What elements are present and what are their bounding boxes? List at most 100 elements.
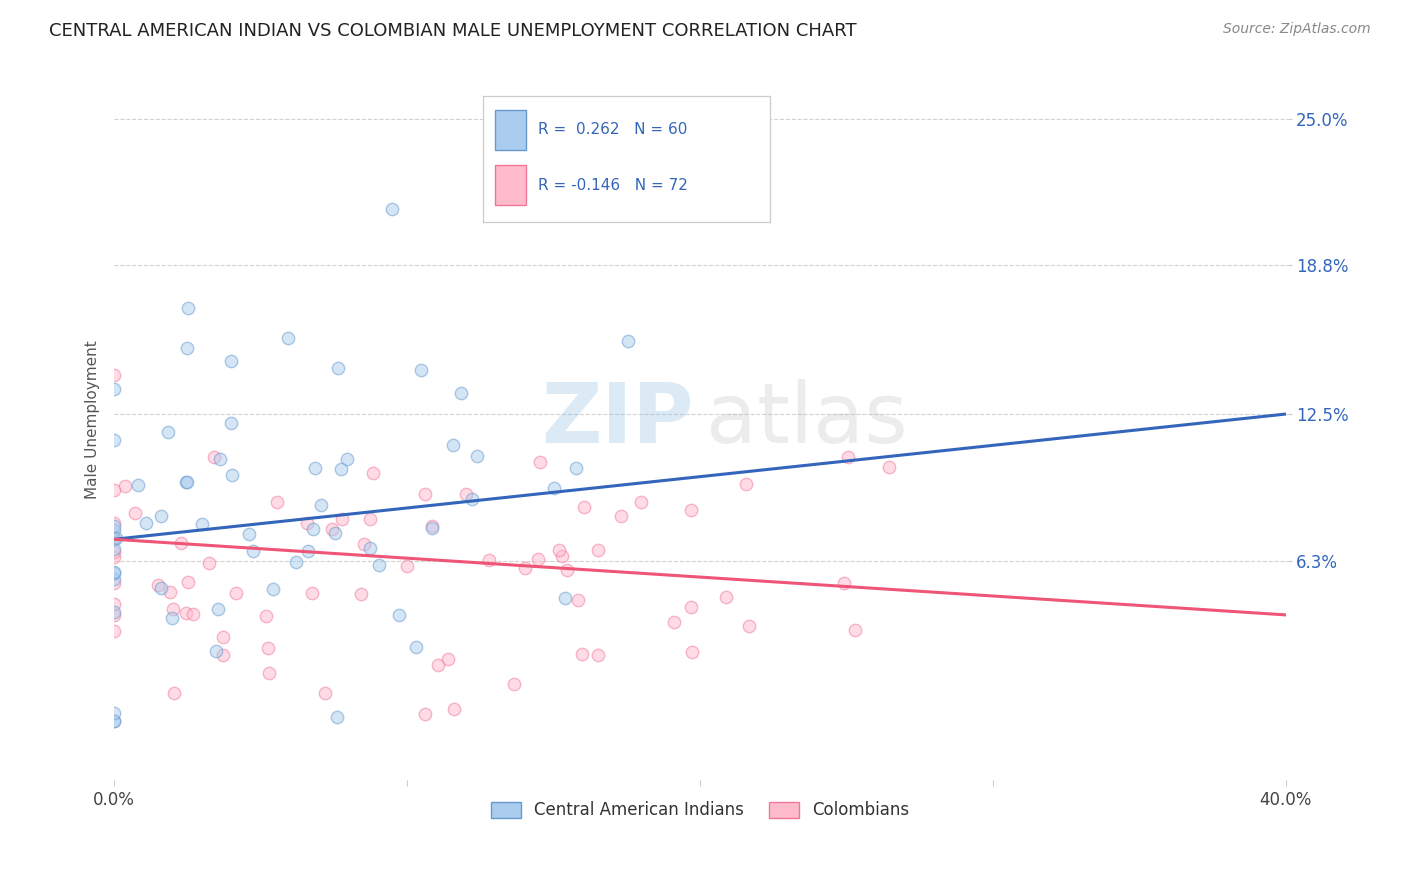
Point <box>242 544 264 558</box>
Point <box>437 652 460 666</box>
Point <box>526 552 548 566</box>
Point <box>405 640 427 654</box>
Point <box>219 416 242 430</box>
Text: CENTRAL AMERICAN INDIAN VS COLOMBIAN MALE UNEMPLOYMENT CORRELATION CHART: CENTRAL AMERICAN INDIAN VS COLOMBIAN MAL… <box>49 22 856 40</box>
Point <box>610 509 633 524</box>
Point <box>329 461 352 475</box>
Point <box>681 645 703 659</box>
Point <box>844 623 866 637</box>
Point <box>219 354 242 368</box>
Point <box>103 607 125 622</box>
Point <box>735 476 758 491</box>
Point <box>103 545 125 559</box>
Point <box>103 433 125 447</box>
Point <box>297 544 319 558</box>
Point <box>103 565 125 579</box>
Point <box>103 624 125 639</box>
Point <box>157 425 180 440</box>
Point <box>207 602 229 616</box>
Point <box>714 590 737 604</box>
Point <box>837 450 859 464</box>
Point <box>679 600 702 615</box>
Point <box>254 609 277 624</box>
Point <box>103 383 125 397</box>
Point <box>450 385 472 400</box>
Point <box>262 582 284 596</box>
Point <box>211 630 233 644</box>
Point <box>353 537 375 551</box>
Point <box>571 647 593 661</box>
Legend: Central American Indians, Colombians: Central American Indians, Colombians <box>484 795 915 826</box>
Point <box>135 516 157 530</box>
Point <box>160 610 183 624</box>
Point <box>441 438 464 452</box>
Point <box>103 542 125 557</box>
Point <box>413 707 436 722</box>
Point <box>176 301 198 315</box>
Point <box>149 509 172 524</box>
Point <box>205 644 228 658</box>
Point <box>323 525 346 540</box>
Point <box>212 648 235 663</box>
Point <box>554 591 576 605</box>
Point <box>208 452 231 467</box>
Point <box>551 549 574 564</box>
Point <box>543 481 565 495</box>
Point <box>103 516 125 530</box>
Point <box>311 498 333 512</box>
Point <box>567 592 589 607</box>
Point <box>832 575 855 590</box>
Point <box>103 714 125 729</box>
Point <box>103 519 125 533</box>
Point <box>387 607 409 622</box>
Text: Source: ZipAtlas.com: Source: ZipAtlas.com <box>1223 22 1371 37</box>
Point <box>478 552 501 566</box>
Point <box>176 475 198 489</box>
Point <box>321 522 343 536</box>
Point <box>460 491 482 506</box>
Point <box>103 523 125 537</box>
Point <box>301 522 323 536</box>
Point <box>146 578 169 592</box>
Point <box>359 512 381 526</box>
Point <box>149 581 172 595</box>
Point <box>877 460 900 475</box>
Point <box>349 587 371 601</box>
Point <box>617 334 640 348</box>
Point <box>411 363 433 377</box>
Point <box>103 597 125 611</box>
Point <box>174 475 197 489</box>
Point <box>103 532 125 546</box>
Point <box>336 452 359 467</box>
Point <box>367 558 389 573</box>
Point <box>395 558 418 573</box>
Point <box>225 586 247 600</box>
Point <box>679 502 702 516</box>
Point <box>174 606 197 620</box>
Point <box>277 331 299 345</box>
Point <box>103 605 125 619</box>
Point <box>198 557 221 571</box>
Point <box>295 516 318 531</box>
Point <box>547 542 569 557</box>
Point <box>103 566 125 580</box>
Point <box>103 714 125 729</box>
Point <box>103 706 125 721</box>
Point <box>162 602 184 616</box>
Point <box>586 543 609 558</box>
Point <box>103 572 125 586</box>
Point <box>415 487 437 501</box>
Point <box>103 549 125 564</box>
Point <box>454 487 477 501</box>
Point <box>238 527 260 541</box>
Point <box>127 477 149 491</box>
Point <box>104 532 127 546</box>
Point <box>572 500 595 514</box>
Point <box>737 619 759 633</box>
Point <box>257 666 280 681</box>
Point <box>513 560 536 574</box>
Text: ZIP: ZIP <box>541 379 695 460</box>
Point <box>529 455 551 469</box>
Point <box>103 483 125 497</box>
Point <box>586 648 609 662</box>
